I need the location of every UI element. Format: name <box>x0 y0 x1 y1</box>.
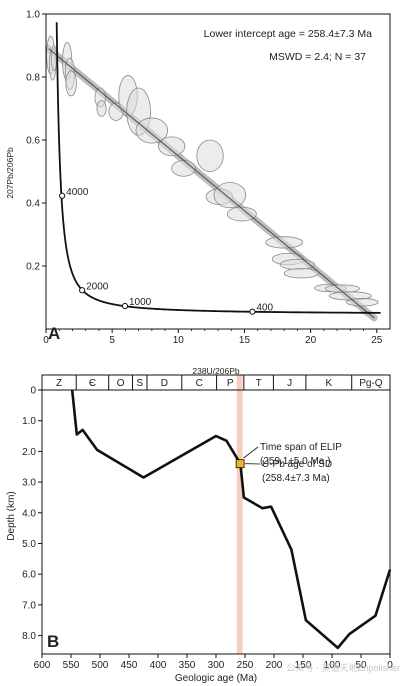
concordia-age-label: 2000 <box>86 281 109 292</box>
concordia-age-label: 400 <box>256 303 273 314</box>
b-x-tick-label: 500 <box>92 660 109 671</box>
elip-band-rect <box>236 375 243 654</box>
period-label: S <box>136 378 143 389</box>
period-label: Є <box>89 378 96 389</box>
data-ellipse <box>196 139 224 172</box>
b-x-tick-label: 350 <box>179 660 196 671</box>
b-x-tick-label: 0 <box>387 660 393 671</box>
a-x-tick-label: 5 <box>109 335 115 346</box>
concordia-curve <box>55 22 381 314</box>
a-ellipses <box>45 35 379 322</box>
geologic-period-bar: Z Є O S D C P T J K Pg-Q <box>42 375 390 391</box>
b-x-tick-label: 250 <box>237 660 254 671</box>
a-axis-ticks: 0 5 10 15 20 25 0.2 0.4 0.6 0.8 1.0 <box>26 10 383 347</box>
elip-annotation-leader <box>243 446 259 459</box>
b-x-tick-label: 450 <box>121 660 138 671</box>
b-y-tick-label: 5.0 <box>22 539 36 550</box>
data-ellipse <box>65 70 77 97</box>
b-x-tick-label: 300 <box>208 660 225 671</box>
concordia-age-label: 1000 <box>129 297 152 308</box>
panel-b-y-axis-label: Depth (km) <box>6 491 17 540</box>
b-x-tick-label: 550 <box>63 660 80 671</box>
panel-b-frame <box>41 374 391 655</box>
panel-a-y-axis-label: 207Pb/206Pb <box>5 147 15 199</box>
elip-annotation-line2: (259.1±5.0 Ma ) <box>260 456 331 467</box>
b-x-tick-label: 600 <box>34 660 51 671</box>
concordia-age-marker <box>249 308 256 315</box>
period-label: J <box>287 378 292 389</box>
intercept-age-annotation: Lower intercept age = 258.4±7.3 Ma <box>204 28 372 40</box>
concordia-age-marker <box>121 302 129 310</box>
watermark: 公众号 · 英语天地Enpolisher <box>286 662 400 673</box>
panel-a-frame <box>45 13 391 330</box>
panel-a-x-axis-label: 238U/206Pb <box>192 366 240 376</box>
b-x-tick-label: 100 <box>324 660 341 671</box>
data-ellipse <box>213 182 247 209</box>
a-y-tick-label: 0.8 <box>26 73 40 84</box>
period-label: O <box>117 378 125 389</box>
b-y-tick-label: 1.0 <box>22 416 36 427</box>
period-label: Pg-Q <box>359 378 383 389</box>
data-ellipse <box>345 298 379 307</box>
elip-annotation-line1: Time span of ELIP <box>260 442 342 453</box>
data-ellipse <box>171 160 196 177</box>
b-y-tick-label: 4.0 <box>22 508 36 519</box>
b-y-tick-label: 8.0 <box>22 631 36 642</box>
b-x-tick-label: 400 <box>150 660 167 671</box>
sd-age-marker <box>235 459 245 469</box>
a-x-tick-label: 20 <box>305 335 317 346</box>
data-ellipse <box>226 206 257 222</box>
b-y-tick-label: 7.0 <box>22 600 36 611</box>
period-label: Z <box>56 378 62 389</box>
panel-b-label: B <box>47 632 59 651</box>
data-ellipse <box>50 45 57 72</box>
concordia-age-label: 4000 <box>66 187 89 198</box>
a-y-tick-label: 1.0 <box>26 10 40 21</box>
data-ellipse <box>158 136 186 157</box>
data-ellipse <box>96 100 107 117</box>
period-label: D <box>161 378 168 389</box>
period-label: P <box>227 378 234 389</box>
mswd-annotation: MSWD = 2.4; N = 37 <box>269 51 366 63</box>
b-y-tick-label: 3.0 <box>22 478 36 489</box>
period-label: K <box>325 378 332 389</box>
concordia-age-marker <box>59 192 66 199</box>
b-series-group <box>70 389 392 650</box>
a-x-tick-label: 10 <box>173 335 185 346</box>
elip-time-band <box>236 375 243 654</box>
b-y-tick-label: 2.0 <box>22 447 36 458</box>
sd-annotation-line2: (258.4±7.3 Ma) <box>262 473 330 484</box>
discordia-line <box>48 48 375 319</box>
b-y-tick-label: 0 <box>30 386 36 397</box>
b-x-tick-label: 150 <box>295 660 312 671</box>
concordia-age-marker <box>79 287 86 294</box>
panel-b-x-axis-label: Geologic age (Ma) <box>175 673 257 684</box>
period-label: C <box>196 378 203 389</box>
a-x-tick-label: 25 <box>371 335 383 346</box>
period-label: T <box>256 378 262 389</box>
panel-b: Z Є O S D C P T J K Pg-Q 600 550 500 450 400 350 300 250 2… <box>6 374 400 684</box>
a-y-tick-label: 0.6 <box>26 136 40 147</box>
panel-a-label: A <box>48 324 60 343</box>
data-ellipse <box>135 117 169 144</box>
burial-history-line <box>70 389 392 650</box>
b-x-tick-label: 50 <box>355 660 367 671</box>
b-axis-ticks: 600 550 500 450 400 350 300 250 200 150 100 50 001.0… <box>22 386 393 672</box>
a-y-tick-label: 0.2 <box>26 262 40 273</box>
sd-annotation-line1: U-Pb age of SD <box>262 459 332 470</box>
a-x-tick-label: 0 <box>43 335 49 346</box>
a-x-tick-label: 15 <box>239 335 251 346</box>
panel-a: 4000 2000 1000 400 0 5 10 15 20 25 0.2 0.4 0.6 0.8 1.… <box>5 10 391 376</box>
a-y-tick-label: 0.4 <box>26 199 40 210</box>
b-x-tick-label: 200 <box>266 660 283 671</box>
b-y-tick-label: 6.0 <box>22 570 36 581</box>
data-ellipse <box>265 236 304 249</box>
data-ellipse <box>283 268 319 279</box>
a-concordia-group: 4000 2000 1000 400 <box>55 22 381 315</box>
